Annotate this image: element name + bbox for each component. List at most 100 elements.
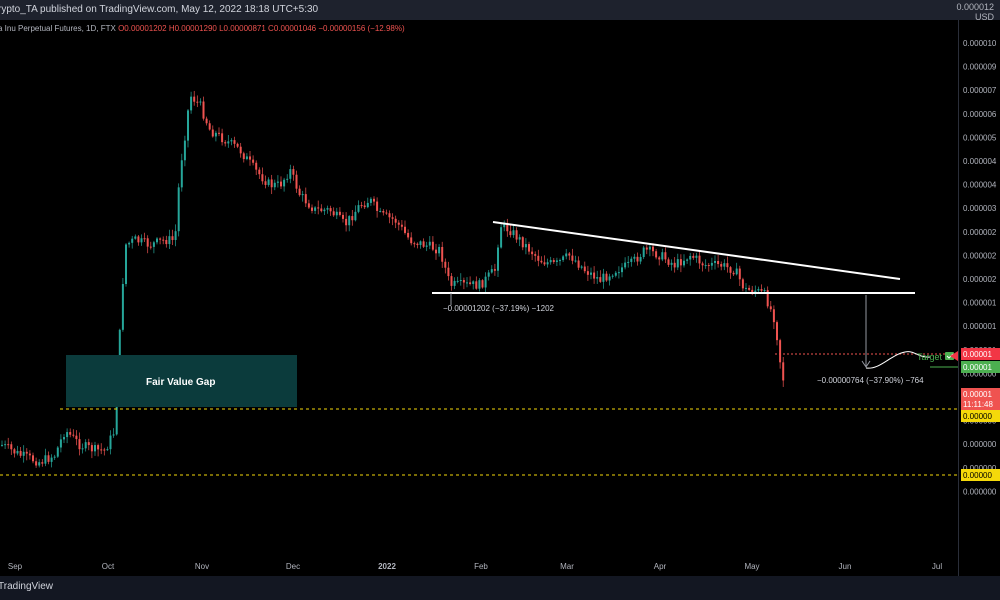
- candle-body: [276, 181, 279, 183]
- candle-body: [512, 230, 515, 236]
- candle-body: [320, 208, 323, 212]
- x-tick-label: Apr: [654, 562, 667, 571]
- candle-body: [596, 277, 599, 279]
- target-label: Target: [917, 352, 943, 362]
- candle-body: [571, 255, 574, 261]
- currency-top-value: 0.000012: [956, 2, 994, 12]
- candle-body: [230, 140, 233, 142]
- candle-body: [242, 153, 245, 160]
- candle-body: [438, 246, 441, 254]
- candle-body: [754, 290, 757, 293]
- candle-body: [211, 129, 214, 137]
- candle-body: [679, 259, 682, 266]
- candle-body: [47, 455, 50, 462]
- candle-body: [329, 208, 332, 212]
- y-tick-label: 0.000005: [963, 133, 997, 142]
- candle-body: [425, 245, 428, 247]
- candle-body: [621, 267, 623, 273]
- price-axis[interactable]: [958, 20, 1000, 576]
- candle-body: [146, 238, 149, 247]
- candle-body: [25, 451, 28, 454]
- candle-body: [348, 216, 351, 226]
- candle-body: [338, 211, 341, 215]
- candle-body: [360, 205, 363, 207]
- candle-body: [292, 169, 295, 175]
- x-tick-label: Feb: [474, 562, 488, 571]
- candle-body: [84, 442, 87, 449]
- candle-body: [661, 252, 664, 260]
- candle-body: [413, 243, 416, 245]
- candle-body: [577, 260, 580, 268]
- candle-body: [493, 269, 496, 271]
- candle-body: [131, 238, 134, 243]
- chart-canvas[interactable]: [0, 20, 958, 576]
- candle-body: [490, 269, 493, 273]
- candle-body: [456, 280, 459, 282]
- candle-body: [249, 156, 251, 160]
- candle-body: [633, 256, 636, 259]
- candle-body: [332, 211, 335, 216]
- measure-arrow-head: [861, 360, 871, 368]
- candle-body: [710, 262, 713, 266]
- candle-body: [608, 276, 611, 281]
- yellow-tag-1-bg: [961, 410, 1000, 422]
- candle-body: [481, 280, 484, 288]
- candle-body: [149, 246, 152, 248]
- candle-body: [630, 258, 633, 262]
- candle-body: [540, 260, 543, 263]
- y-tick-label: 0.000002: [963, 275, 997, 284]
- target-arrow-icon: [950, 351, 958, 361]
- candle-body: [159, 238, 162, 240]
- y-tick-label: 0.000000: [963, 487, 997, 496]
- candle-body: [382, 210, 385, 213]
- green-price-tag-bg: [961, 361, 1000, 373]
- candle-body: [555, 260, 558, 263]
- candle-body: [38, 462, 41, 466]
- candle-body: [90, 445, 93, 452]
- x-tick-label: Jun: [839, 562, 852, 571]
- candle-body: [534, 254, 537, 256]
- candle-body: [748, 287, 751, 290]
- candle-body: [776, 322, 778, 341]
- candle-body: [500, 227, 503, 248]
- candle-body: [478, 280, 481, 289]
- candle-body: [289, 169, 292, 179]
- tradingview-brand: TradingView: [0, 581, 54, 592]
- candle-body: [593, 272, 596, 279]
- candle-body: [397, 222, 400, 225]
- candle-body: [112, 434, 115, 436]
- candle-body: [509, 231, 512, 236]
- last-price-tag: 0.00001: [963, 390, 992, 399]
- candle-body: [106, 449, 109, 451]
- candle-body: [385, 212, 388, 214]
- candle-body: [475, 281, 478, 289]
- candle-body: [714, 260, 716, 263]
- candle-body: [698, 255, 701, 264]
- candle-body: [103, 449, 106, 451]
- candle-body: [19, 450, 22, 456]
- descending-trendline[interactable]: [492, 221, 901, 280]
- last-price-tag-bg: [961, 388, 1000, 410]
- candle-body: [100, 449, 103, 451]
- candle-body: [543, 262, 546, 265]
- candle-body: [4, 444, 7, 446]
- candle-body: [128, 242, 131, 245]
- candle-body: [487, 272, 490, 277]
- candle-body: [280, 181, 282, 187]
- candle-body: [686, 259, 689, 261]
- candle-body: [270, 179, 273, 188]
- candle-body: [183, 140, 186, 161]
- candle-body: [497, 247, 499, 271]
- candle-body: [115, 399, 118, 435]
- candle-body: [245, 156, 248, 160]
- candle-body: [152, 242, 155, 247]
- candle-body: [772, 309, 775, 323]
- candle-body: [611, 275, 614, 277]
- x-tick-label: Oct: [102, 562, 115, 571]
- y-tick-label: 0.000000: [963, 440, 997, 449]
- candle-body: [208, 123, 211, 130]
- candle-body: [239, 146, 242, 154]
- candle-body: [670, 262, 673, 265]
- candle-body: [717, 260, 720, 265]
